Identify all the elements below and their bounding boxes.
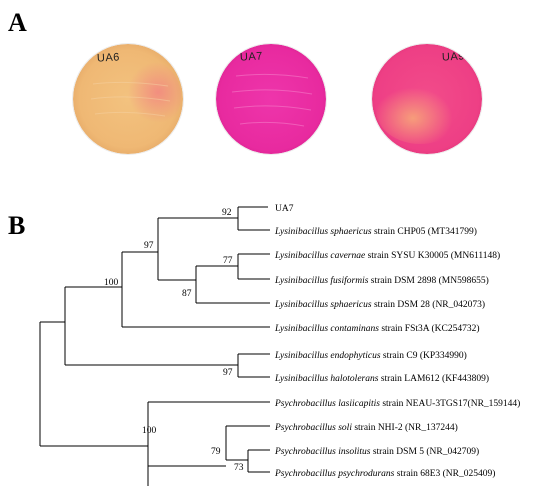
leaf-l-con: Lysinibacillus contaminans strain FSt3A …	[274, 323, 480, 334]
leaf-l-sph-dsm28: Lysinibacillus sphaericus strain DSM 28 …	[274, 299, 485, 310]
leaf-l-sph-chp05: Lysinibacillus sphaericus strain CHP05 (…	[274, 226, 477, 237]
bootstrap-value: 87	[182, 289, 192, 299]
petri-plate-ua6: UA6	[73, 44, 183, 154]
bootstrap-value: 97	[223, 368, 233, 378]
petri-plate-ua9: UA9	[372, 44, 482, 154]
leaf-p-las: Psychrobacillus lasiicapitis strain NEAU…	[274, 398, 520, 409]
panel-a-label: A	[8, 8, 27, 37]
leaf-p-psy: Psychrobacillus psychrodurans strain 68E…	[274, 468, 495, 479]
plate-ua7-image	[216, 44, 326, 154]
bootstrap-value: 100	[104, 278, 119, 288]
leaf-l-hal: Lysinibacillus halotolerans strain LAM61…	[274, 373, 489, 384]
bootstrap-value: 92	[222, 208, 232, 218]
bootstrap-value: 79	[211, 447, 221, 457]
leaf-p-sol: Psychrobacillus soli strain NHI-2 (NR_13…	[274, 422, 458, 433]
plate-ua9-image	[372, 44, 482, 154]
leaf-l-fus: Lysinibacillus fusiformis strain DSM 289…	[274, 275, 489, 286]
leaf-l-end: Lysinibacillus endophyticus strain C9 (K…	[274, 350, 467, 361]
leaf-l-cav: Lysinibacillus cavernae strain SYSU K300…	[274, 250, 500, 261]
leaf-p-ins: Psychrobacillus insolitus strain DSM 5 (…	[274, 446, 479, 457]
plate-ua6-image	[73, 44, 183, 154]
bootstrap-value: 73	[234, 463, 244, 473]
petri-plate-ua7: UA7	[216, 44, 326, 154]
bootstrap-value: 97	[144, 241, 154, 251]
bootstrap-value: 77	[223, 256, 233, 266]
bootstrap-value: 100	[142, 426, 157, 436]
leaf-ua7: UA7	[275, 204, 294, 214]
panel-b-label: B	[8, 211, 26, 240]
